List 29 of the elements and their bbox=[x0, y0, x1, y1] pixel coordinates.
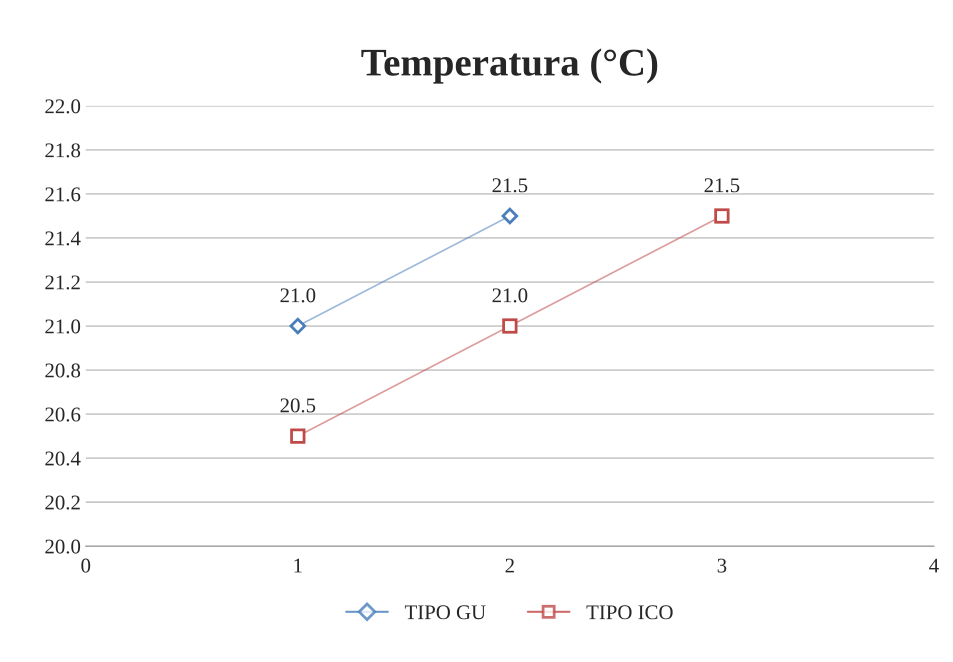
y-tick-label: 21.6 bbox=[45, 187, 80, 202]
data-label: 20.5 bbox=[280, 398, 316, 413]
data-label: 21.5 bbox=[492, 178, 528, 192]
y-tick-label: 21.8 bbox=[45, 143, 80, 158]
point bbox=[290, 428, 306, 444]
y-tick-label: 21.2 bbox=[45, 275, 80, 290]
x-tick-label: 1 bbox=[294, 558, 302, 572]
x-tick-label: 3 bbox=[718, 558, 726, 573]
y-tick-label: 20.6 bbox=[45, 407, 80, 422]
point bbox=[502, 318, 518, 334]
x-tick-label: 0 bbox=[81, 558, 90, 573]
data-label: 21.0 bbox=[280, 288, 316, 302]
legend-label: TIPO ICO bbox=[586, 605, 673, 620]
x-tick-label: 2 bbox=[506, 558, 514, 572]
y-tick-label: 22.0 bbox=[45, 99, 80, 114]
legend-label: TIPO GU bbox=[404, 605, 486, 620]
x-tick-label: 4 bbox=[929, 558, 939, 572]
point bbox=[502, 208, 518, 224]
data-label: 21.5 bbox=[704, 178, 740, 192]
y-tick-label: 20.2 bbox=[45, 496, 80, 510]
y-tick-label: 20.4 bbox=[45, 451, 81, 466]
data-label: 21.0 bbox=[492, 288, 528, 302]
y-tick-label: 20.0 bbox=[45, 540, 80, 554]
y-tick-label: 21.0 bbox=[45, 319, 80, 334]
point bbox=[714, 208, 730, 224]
chart-title: Temperatura (°C) bbox=[361, 48, 658, 84]
point bbox=[290, 318, 306, 334]
y-tick-label: 20.8 bbox=[45, 363, 80, 378]
y-tick-label: 21.4 bbox=[45, 231, 81, 246]
